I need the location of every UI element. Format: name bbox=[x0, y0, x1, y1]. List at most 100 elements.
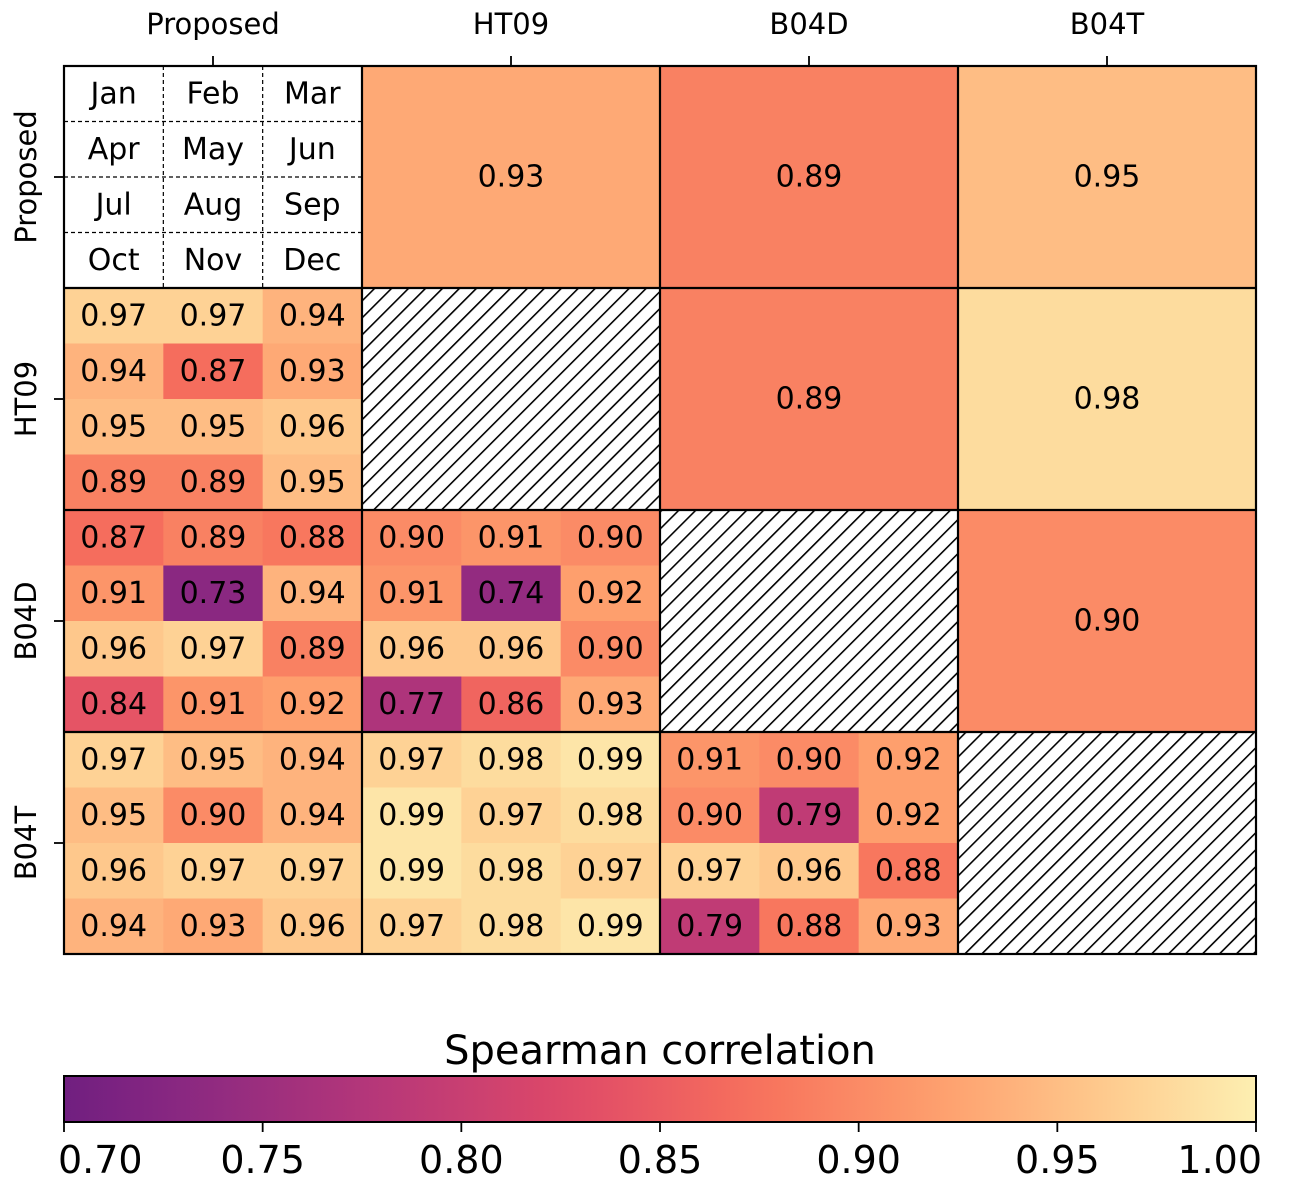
cell-value-label: 0.87 bbox=[180, 354, 247, 389]
row-label: B04T bbox=[9, 805, 43, 880]
cell-value-label: 0.93 bbox=[279, 354, 346, 389]
cell-value-label: 0.94 bbox=[279, 742, 346, 777]
heatmap-cell bbox=[163, 288, 264, 345]
cell-value-label: 0.97 bbox=[378, 909, 445, 944]
cell-value-label: 0.88 bbox=[776, 909, 843, 944]
heatmap-cell bbox=[64, 565, 164, 622]
colorbar: Spearman correlation 0.70 0.75 0.80 0.85 0.90… bbox=[58, 1028, 1262, 1182]
heatmap-cell bbox=[262, 565, 363, 622]
heatmap-cell bbox=[362, 510, 462, 567]
heatmap-cell bbox=[858, 732, 959, 789]
heatmap-cell bbox=[262, 787, 363, 844]
cell-value-label: 0.91 bbox=[180, 687, 247, 722]
block-value-label: 0.90 bbox=[1074, 604, 1141, 639]
heatmap-cell bbox=[461, 676, 562, 733]
heatmap-cell bbox=[262, 510, 363, 567]
cell-value-label: 0.88 bbox=[279, 520, 346, 555]
month-label: Oct bbox=[88, 243, 140, 278]
cell-value-label: 0.96 bbox=[478, 631, 545, 666]
cell-value-label: 0.94 bbox=[279, 576, 346, 611]
heatmap-cell bbox=[560, 510, 661, 567]
cell-value-label: 0.96 bbox=[776, 853, 843, 888]
cell-value-label: 0.90 bbox=[676, 798, 743, 833]
heatmap-cell bbox=[560, 898, 661, 955]
cell-value-label: 0.89 bbox=[180, 520, 247, 555]
heatmap-cell bbox=[858, 843, 959, 900]
block-value-label: 0.89 bbox=[776, 382, 843, 417]
plot-frame bbox=[62, 64, 1258, 956]
heatmap-cell bbox=[262, 732, 363, 789]
cell-value-label: 0.97 bbox=[478, 798, 545, 833]
cell-value-label: 0.96 bbox=[80, 853, 147, 888]
block-value-label: 0.98 bbox=[1074, 382, 1141, 417]
cell-value-label: 0.99 bbox=[378, 853, 445, 888]
heatmap-cell bbox=[163, 787, 264, 844]
heatmap-cell bbox=[64, 288, 164, 345]
cell-value-label: 0.84 bbox=[80, 687, 147, 722]
cell-value-label: 0.86 bbox=[478, 687, 545, 722]
cell-value-label: 0.90 bbox=[180, 798, 247, 833]
cell-value-label: 0.96 bbox=[279, 409, 346, 444]
heatmap-cell bbox=[461, 510, 562, 567]
cell-value-label: 0.91 bbox=[478, 520, 545, 555]
cell-value-label: 0.99 bbox=[378, 798, 445, 833]
cell-value-label: 0.95 bbox=[180, 742, 247, 777]
heatmap-cell bbox=[560, 732, 661, 789]
heatmap-cells bbox=[64, 66, 1256, 955]
colorbar-tick-label: 0.90 bbox=[816, 1138, 901, 1182]
cell-value-label: 0.96 bbox=[80, 631, 147, 666]
cell-value-label: 0.95 bbox=[80, 798, 147, 833]
heatmap-cell bbox=[64, 454, 164, 511]
heatmap-cell bbox=[64, 787, 164, 844]
cell-value-label: 0.91 bbox=[378, 576, 445, 611]
cell-value-label: 0.77 bbox=[378, 687, 445, 722]
heatmap-cell bbox=[262, 399, 363, 456]
cell-value-label: 0.97 bbox=[279, 853, 346, 888]
cell-value-label: 0.74 bbox=[478, 576, 545, 611]
heatmap-cell bbox=[163, 676, 264, 733]
heatmap-cell bbox=[461, 732, 562, 789]
cell-value-label: 0.91 bbox=[80, 576, 147, 611]
heatmap-axes: Proposed Proposed HT09 HT09 B04D B04D B04T B04T bbox=[9, 7, 1145, 880]
cell-value-label: 0.87 bbox=[80, 520, 147, 555]
month-label: Apr bbox=[88, 132, 141, 167]
month-label: Jun bbox=[287, 132, 336, 167]
heatmap-cell bbox=[660, 787, 760, 844]
heatmap-cell bbox=[858, 898, 959, 955]
heatmap-cell bbox=[560, 676, 661, 733]
heatmap-block bbox=[958, 510, 1256, 732]
month-label: Feb bbox=[186, 76, 239, 111]
cell-value-label: 0.92 bbox=[279, 687, 346, 722]
heatmap-cell bbox=[461, 565, 562, 622]
cell-value-label: 0.95 bbox=[80, 409, 147, 444]
cell-value-label: 0.89 bbox=[180, 465, 247, 500]
heatmap-cell bbox=[262, 676, 363, 733]
heatmap-cell bbox=[560, 565, 661, 622]
heatmap-cell bbox=[64, 510, 164, 567]
month-label: Mar bbox=[284, 76, 341, 111]
cell-value-label: 0.98 bbox=[478, 909, 545, 944]
cell-value-label: 0.94 bbox=[279, 798, 346, 833]
month-label: Jan bbox=[89, 76, 137, 111]
heatmap-cell bbox=[163, 843, 264, 900]
cell-value-label: 0.90 bbox=[378, 520, 445, 555]
heatmap-cell bbox=[362, 732, 462, 789]
heatmap-cell bbox=[858, 787, 959, 844]
column-label: HT09 bbox=[473, 7, 549, 41]
cell-value-label: 0.94 bbox=[80, 909, 147, 944]
colorbar-tick-label: 0.95 bbox=[1015, 1138, 1100, 1182]
heatmap-cell bbox=[759, 843, 860, 900]
cell-value-label: 0.92 bbox=[875, 742, 942, 777]
cell-value-label: 0.97 bbox=[80, 298, 147, 333]
heatmap-cell bbox=[759, 732, 860, 789]
heatmap-cell bbox=[660, 732, 760, 789]
block-value-label: 0.95 bbox=[1074, 160, 1141, 195]
heatmap-cell bbox=[362, 676, 462, 733]
heatmap-cell bbox=[163, 454, 264, 511]
heatmap-cell bbox=[163, 621, 264, 678]
heatmap-cell bbox=[362, 565, 462, 622]
heatmap-cell bbox=[560, 787, 661, 844]
cell-value-label: 0.95 bbox=[279, 465, 346, 500]
row-label: HT09 bbox=[9, 361, 43, 437]
colorbar-tick-label: 0.80 bbox=[419, 1138, 504, 1182]
